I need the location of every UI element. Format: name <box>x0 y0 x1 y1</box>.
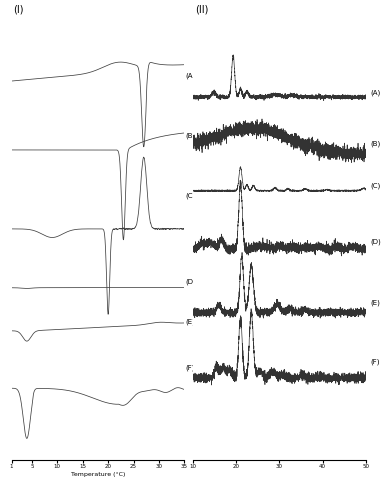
Text: (F): (F) <box>186 365 195 372</box>
Text: (A): (A) <box>370 89 380 96</box>
Text: (I): (I) <box>13 5 24 15</box>
Text: (C): (C) <box>186 192 196 199</box>
Text: (F): (F) <box>370 358 380 365</box>
Text: (A): (A) <box>186 72 196 78</box>
Text: (II): (II) <box>195 5 208 15</box>
Text: (B): (B) <box>370 140 380 147</box>
X-axis label: Temperature (°C): Temperature (°C) <box>71 472 125 477</box>
Text: (D): (D) <box>186 279 197 285</box>
Text: (E): (E) <box>186 319 196 326</box>
Text: (D): (D) <box>370 239 381 246</box>
Text: (E): (E) <box>370 300 380 306</box>
Text: (B): (B) <box>186 132 196 139</box>
Text: (C): (C) <box>370 182 380 189</box>
